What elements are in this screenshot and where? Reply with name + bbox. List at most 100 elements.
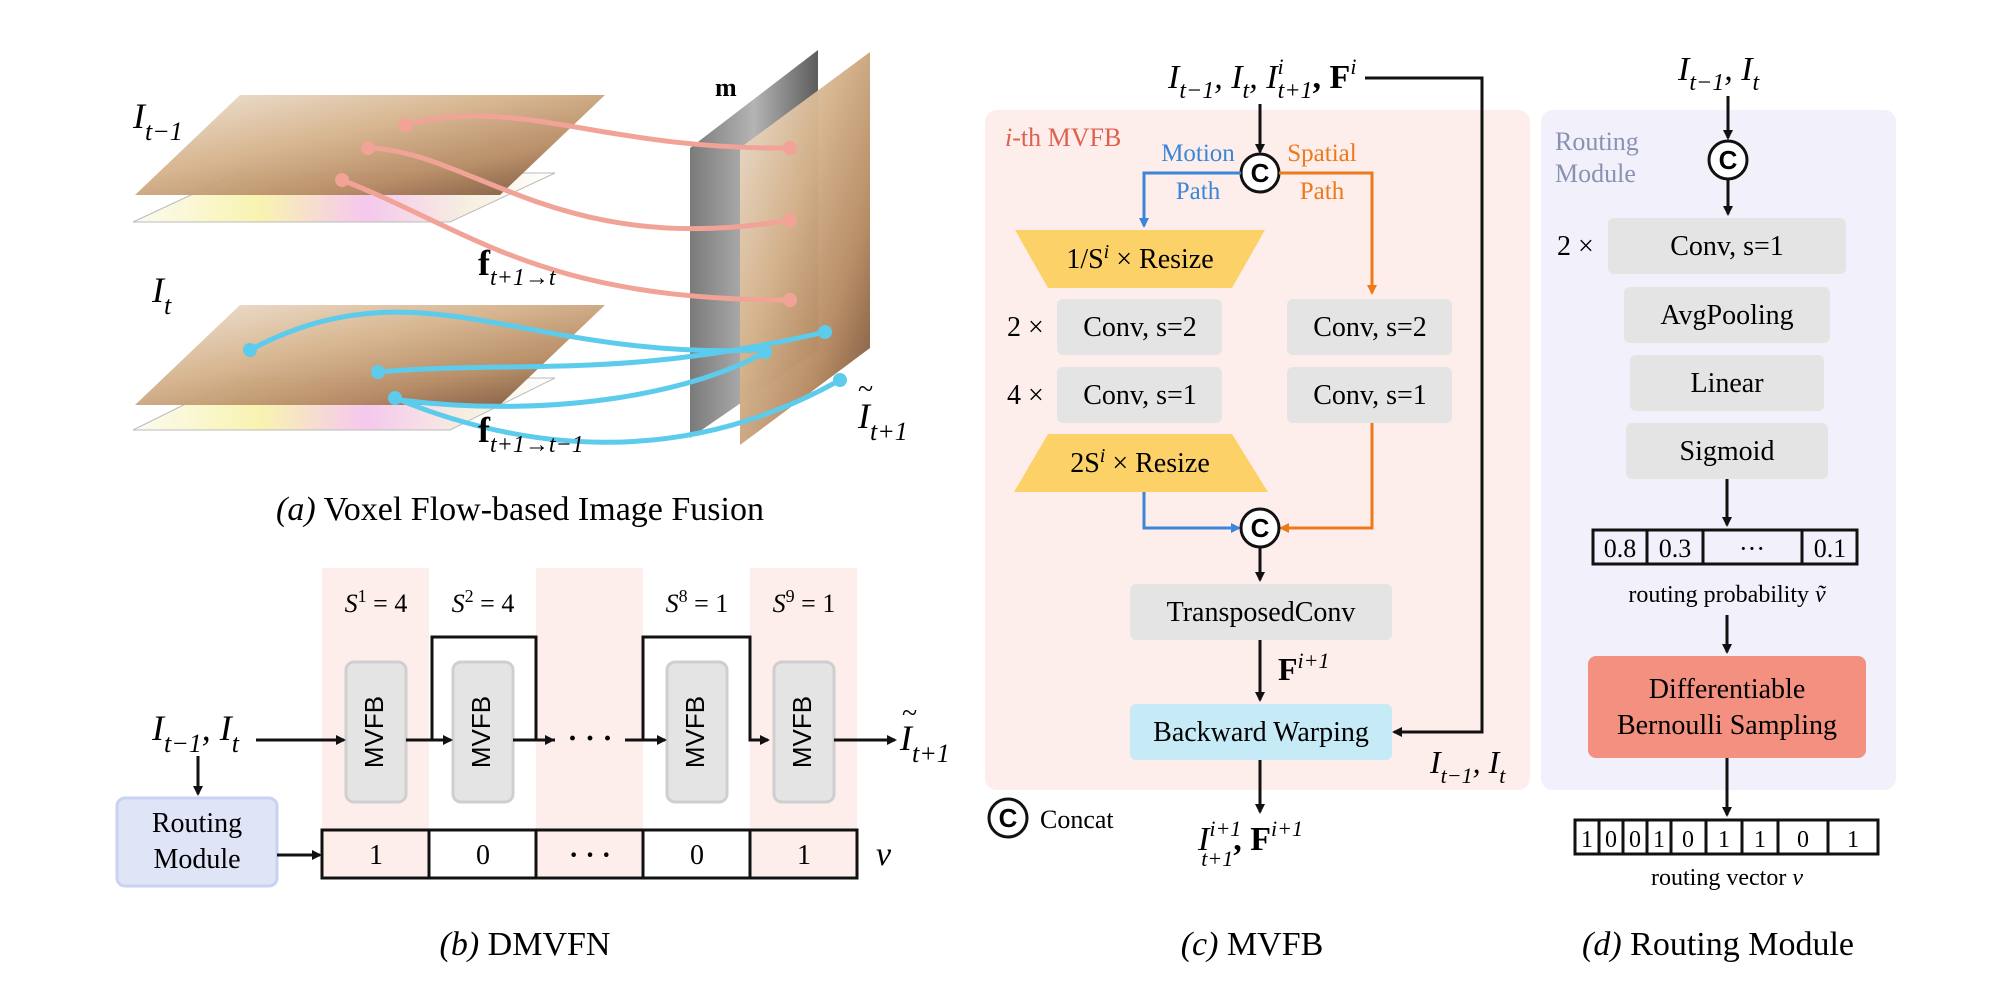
col-shade-3 <box>536 568 643 876</box>
cyan-dots <box>243 325 847 405</box>
left-conv-2-label: Conv, s=1 <box>1083 380 1197 411</box>
dmvfn-vector-label: v <box>876 836 892 873</box>
mvfb-skip-line <box>1365 76 1484 737</box>
backward-warping-box <box>1130 704 1392 760</box>
sigmoid-label: Sigmoid <box>1680 436 1775 467</box>
routing-conv-box <box>1608 218 1846 274</box>
svg-text:0: 0 <box>1629 827 1641 853</box>
svg-text:0.8: 0.8 <box>1604 534 1637 563</box>
mvfb-block-8: MVFB <box>665 660 729 804</box>
routing-module-line1: Routing <box>152 808 242 839</box>
frame-cur-image <box>135 305 605 405</box>
backward-warping-label: Backward Warping <box>1153 717 1369 748</box>
svg-text:0.3: 0.3 <box>1659 534 1692 563</box>
motion-path-line <box>1139 171 1241 228</box>
svg-text:· · ·: · · · <box>569 840 611 871</box>
routing-concat: C <box>1707 139 1749 181</box>
svg-text:0: 0 <box>476 840 490 871</box>
concat-bottom: C <box>1239 507 1281 549</box>
right-conv-2-box <box>1287 367 1452 423</box>
mvfb-block-1: MVFB <box>344 660 408 804</box>
resize-down-box <box>1015 230 1265 288</box>
svg-text:1: 1 <box>369 840 383 871</box>
bernoulli-line1: Differentiable <box>1649 674 1806 705</box>
right-conv-2-label: Conv, s=1 <box>1313 380 1427 411</box>
mask-label: m <box>715 73 737 102</box>
svg-text:0: 0 <box>1797 827 1809 853</box>
resize-down-label: 1/Si × Resize <box>1066 241 1213 275</box>
pink-correspondences <box>339 113 793 303</box>
mvfb-block-2: MVFB <box>451 660 515 804</box>
avgpool-box <box>1624 287 1830 343</box>
caption-d: (d) Routing Module <box>1582 926 1854 963</box>
spatial-path-line <box>1279 171 1377 295</box>
routing-probability-vector: 0.8 0.3 ··· 0.1 <box>1591 528 1859 566</box>
spatial-merge-line <box>1279 423 1374 533</box>
concat-top: C <box>1239 152 1281 194</box>
svg-text:0: 0 <box>1682 827 1694 853</box>
svg-text:···: ··· <box>1739 534 1765 563</box>
svg-text:1: 1 <box>797 840 811 871</box>
svg-text:0: 0 <box>690 840 704 871</box>
panel-b: S1 = 4 S2 = 4 S8 = 1 S9 = 1 MVFB MVFB MV… <box>115 568 950 963</box>
routing-vector-cells: 1 0 0 1 0 1 1 0 1 <box>1573 818 1880 856</box>
dmvfn-input-label: It−1, It <box>151 708 240 758</box>
caption-b: (b) DMVFN <box>440 926 611 963</box>
right-conv-1-label: Conv, s=2 <box>1313 312 1427 343</box>
linear-box <box>1630 355 1824 411</box>
flow-2-label: ft+1→t−1 <box>478 410 584 458</box>
motion-path-label-2: Path <box>1176 178 1221 205</box>
left-conv-1-label: Conv, s=2 <box>1083 312 1197 343</box>
svg-text:1: 1 <box>1718 827 1730 853</box>
dmvfn-output-label: It+1 <box>899 718 950 768</box>
mvfb-top-input: It−1, It, Ii t+1, Fi <box>1167 54 1356 104</box>
pink-dots <box>335 118 797 307</box>
panel-c: i-th MVFB It−1, It, Ii t+1, Fi C Motion P… <box>985 54 1530 963</box>
routing-conv-label: Conv, s=1 <box>1670 231 1784 262</box>
side-input-label: It−1, It <box>1429 744 1506 788</box>
dmvfn-routing-vector: 1 0 · · · 0 1 <box>320 828 859 880</box>
left-conv-2-box <box>1057 367 1222 423</box>
scale-label-9: S9 = 1 <box>773 586 836 618</box>
routing-module-line2: Module <box>153 844 240 875</box>
resize-up-box <box>1014 434 1268 492</box>
concat-legend-label: Concat <box>1040 805 1114 834</box>
svg-text:1: 1 <box>1847 827 1859 853</box>
concat-legend-icon: C <box>987 797 1029 839</box>
svg-text:1: 1 <box>1581 827 1593 853</box>
mvfb-output-label: Ii+1 t+1, Fi+1 <box>1197 816 1303 871</box>
mvfb-block-9: MVFB <box>772 660 836 804</box>
svg-text:0: 0 <box>1605 827 1617 853</box>
spatial-path-label-1: Spatial <box>1287 140 1356 167</box>
svg-text:MVFB: MVFB <box>466 696 496 768</box>
output-tilde: ~ <box>858 374 873 405</box>
panel-a: It−1 It ft+1→t ft+1→t−1 m It+1 ~ (a) Vox… <box>132 50 908 528</box>
transposed-conv-box <box>1130 584 1392 640</box>
left-conv-1-box <box>1057 299 1222 355</box>
resize-up-label: 2Si × Resize <box>1070 445 1210 479</box>
spatial-path-label-2: Path <box>1300 178 1345 205</box>
linear-label: Linear <box>1690 368 1764 399</box>
left-mult-2: 4 × <box>1007 380 1044 411</box>
motion-path-label-1: Motion <box>1161 140 1235 167</box>
mvfb-panel-title: i-th MVFB <box>1005 123 1121 152</box>
svg-text:C: C <box>1719 145 1738 175</box>
dmvfn-output-tilde: ~ <box>902 698 917 729</box>
right-conv-1-box <box>1287 299 1452 355</box>
routing-mult: 2 × <box>1557 231 1594 262</box>
frame-cur-label: It <box>151 270 172 320</box>
svg-text:1: 1 <box>1754 827 1766 853</box>
panel-d: Routing Module It−1, It C 2 × Conv, s=1 … <box>1541 51 1896 963</box>
svg-text:0.1: 0.1 <box>1814 534 1847 563</box>
avgpool-label: AvgPooling <box>1660 300 1793 331</box>
routing-panel-title-2: Module <box>1555 159 1636 188</box>
output-label: It+1 <box>857 396 908 446</box>
svg-text:C: C <box>1251 158 1270 188</box>
routing-vector-label: routing vector v <box>1651 865 1803 891</box>
transposed-conv-label: TransposedConv <box>1167 597 1356 628</box>
dots-middle: · · · <box>567 722 612 755</box>
sigmoid-box <box>1626 423 1828 479</box>
bernoulli-line2: Bernoulli Sampling <box>1617 710 1837 741</box>
routing-input-label: It−1, It <box>1677 51 1761 96</box>
